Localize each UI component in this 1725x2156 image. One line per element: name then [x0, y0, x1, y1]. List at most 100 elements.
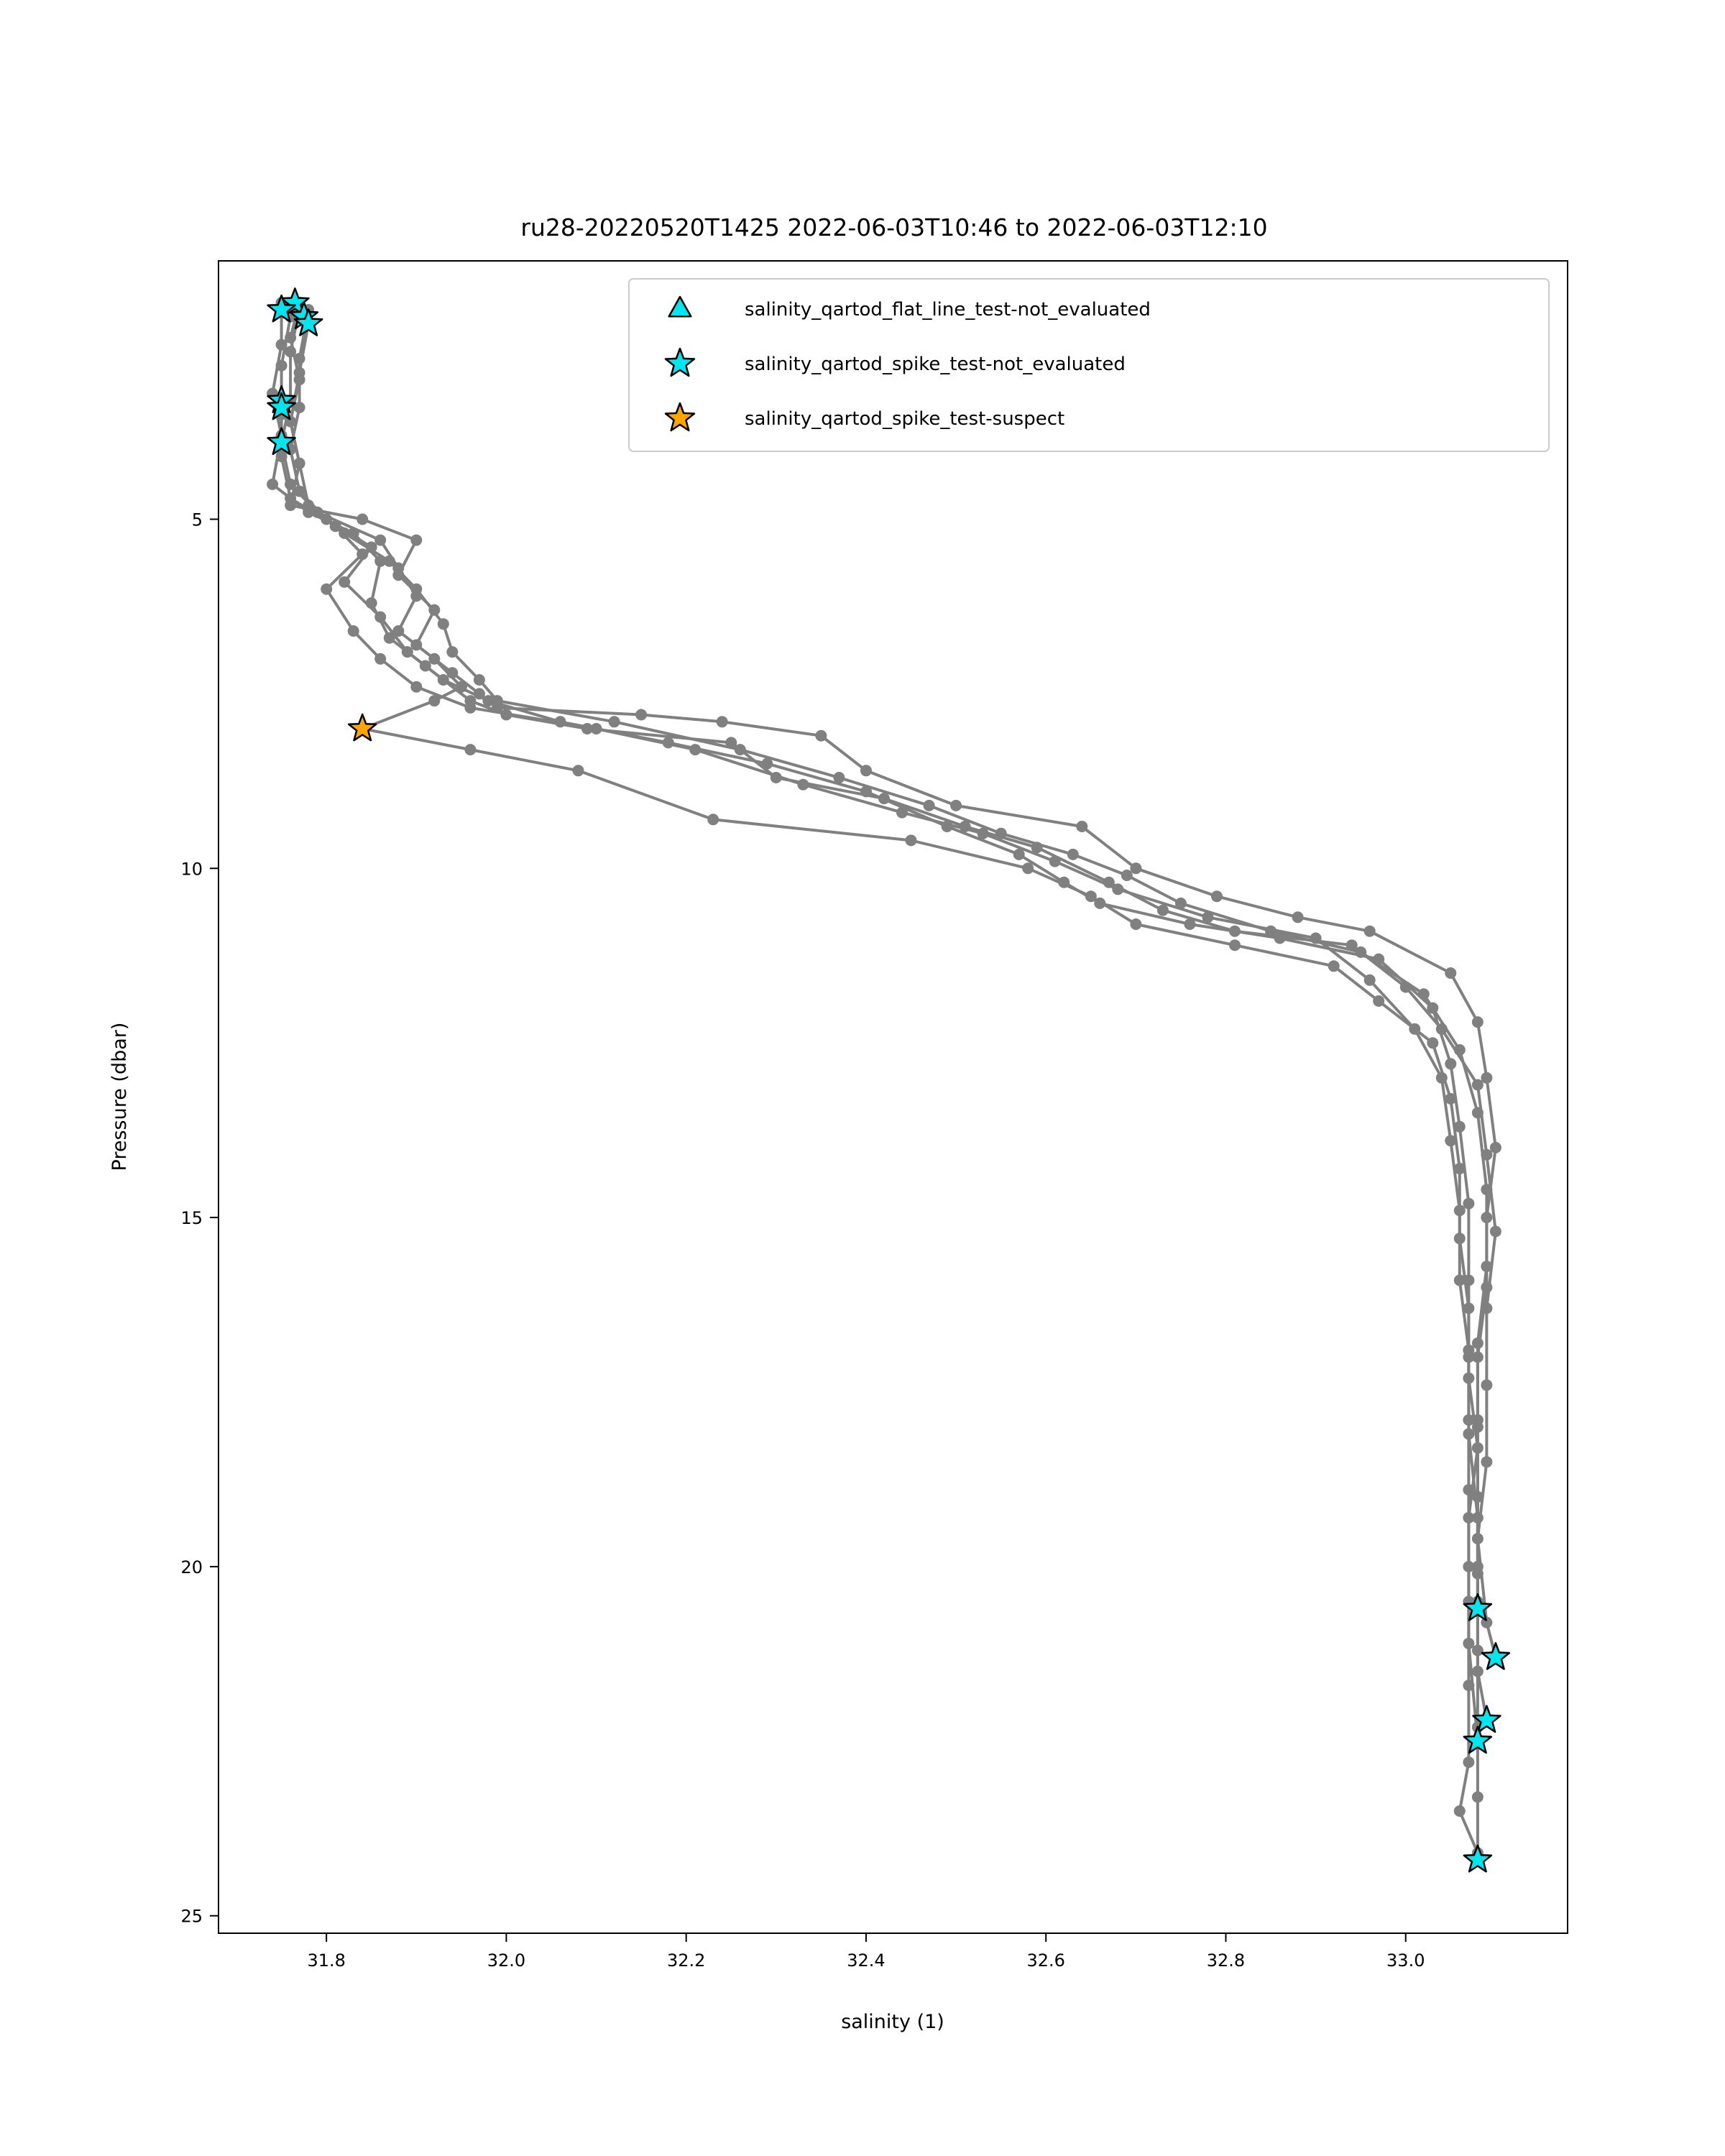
profile-point [374, 534, 387, 546]
profile-point [285, 346, 297, 358]
profile-point [1463, 1756, 1475, 1768]
profile-point [1445, 1058, 1457, 1070]
profile-point [797, 778, 809, 791]
profile-point [1481, 1379, 1493, 1391]
profile-line [280, 316, 1479, 1741]
profile-line [289, 309, 1489, 1721]
profile-point [464, 744, 477, 756]
profile-point [1211, 890, 1223, 903]
profile-point [1445, 967, 1457, 979]
profile-point [285, 478, 297, 490]
profile-point [1453, 1274, 1466, 1286]
profile-point [410, 681, 423, 693]
legend-label: salinity_qartod_spike_test-not_evaluated [745, 354, 1126, 375]
flag-marker [267, 427, 296, 456]
profile-point [1076, 821, 1088, 832]
profile-point [1481, 1261, 1493, 1273]
profile-point [1363, 925, 1376, 937]
profile-line [280, 309, 1479, 1854]
legend-items: salinity_qartod_flat_line_test-not_evalu… [664, 295, 1151, 432]
profile-point [1156, 904, 1169, 916]
profile-point [1184, 918, 1196, 930]
profile-point [1453, 1044, 1466, 1056]
profile-point [285, 492, 297, 505]
profile-point [1463, 1511, 1475, 1524]
profile-point [347, 625, 359, 637]
profile-point [761, 757, 773, 770]
flag-marker [267, 294, 296, 323]
profile-point [1085, 890, 1097, 903]
profile-point [1445, 1135, 1457, 1147]
legend-label: salinity_qartod_spike_test-suspect [745, 408, 1064, 430]
profile-point [1453, 1805, 1466, 1817]
profile-point [734, 744, 746, 756]
profile-point [572, 765, 584, 777]
flag-marker [1472, 1705, 1501, 1733]
profile-point [339, 576, 351, 588]
profile-point [293, 457, 305, 469]
flag-marker [1481, 1641, 1511, 1670]
plot-frame [218, 260, 1568, 1934]
plot-area [218, 260, 1568, 1934]
profile-point [1049, 855, 1061, 867]
legend-marker [664, 402, 696, 432]
profile-point [374, 611, 387, 623]
legend-label: salinity_qartod_flat_line_test-not_evalu… [745, 299, 1151, 321]
profile-point [392, 562, 405, 574]
y-axis-label: Pressure (dbar) [109, 1023, 131, 1171]
profile-point [1328, 960, 1340, 972]
qartod-flag-markers [267, 287, 1511, 1873]
profile-point [1471, 1107, 1484, 1119]
profile-point [833, 772, 845, 783]
profile-point [1355, 946, 1367, 958]
profile-point [1417, 988, 1430, 1000]
profile-point [356, 513, 369, 525]
chart-title: ru28-20220520T1425 2022-06-03T10:46 to 2… [520, 213, 1267, 241]
profile-point [1373, 995, 1385, 1007]
profile-point [950, 799, 962, 811]
y-tick-label: 20 [180, 1557, 203, 1577]
profile-point [1427, 1037, 1439, 1049]
profile-point [716, 716, 728, 728]
x-tick-label: 32.2 [667, 1950, 705, 1971]
profile-point [1463, 1197, 1475, 1210]
profile-point [275, 359, 288, 372]
x-tick-label: 31.8 [307, 1950, 345, 1971]
profile-point [977, 827, 989, 839]
y-tick-label: 5 [192, 510, 203, 530]
profile-point [1022, 862, 1034, 875]
profile-point [995, 827, 1007, 839]
profile-point [1463, 1372, 1475, 1384]
flag-marker [280, 287, 310, 315]
y-tick-label: 10 [180, 859, 203, 879]
flag-marker [1463, 1844, 1493, 1873]
profile-point [293, 402, 305, 413]
profile-point [1013, 848, 1025, 860]
x-tick-label: 32.8 [1207, 1950, 1245, 1971]
profile-point [1202, 911, 1214, 923]
profile-point [815, 729, 827, 742]
profile-point [446, 646, 459, 658]
profile-point [1471, 1791, 1484, 1803]
profile-point [321, 583, 333, 595]
profile-point [1174, 897, 1187, 909]
profile-point [473, 674, 485, 686]
x-axis-label: salinity (1) [841, 2011, 944, 2033]
profile-point [428, 653, 441, 665]
profile-point [1463, 1302, 1475, 1314]
profile-point [1453, 1233, 1466, 1245]
profile-point [1489, 1141, 1501, 1153]
legend-marker [668, 295, 692, 318]
profile-point [1130, 918, 1142, 930]
profile-point [1481, 1302, 1493, 1314]
x-tick-label: 32.6 [1027, 1950, 1065, 1971]
profile-point [707, 814, 719, 826]
profile-point [896, 806, 908, 819]
profile-point [356, 548, 369, 561]
profile-point [1489, 1225, 1501, 1238]
profile-point [1471, 1016, 1484, 1028]
profile-point [905, 834, 917, 847]
profile-point [1363, 974, 1376, 986]
profile-point [1121, 870, 1133, 881]
